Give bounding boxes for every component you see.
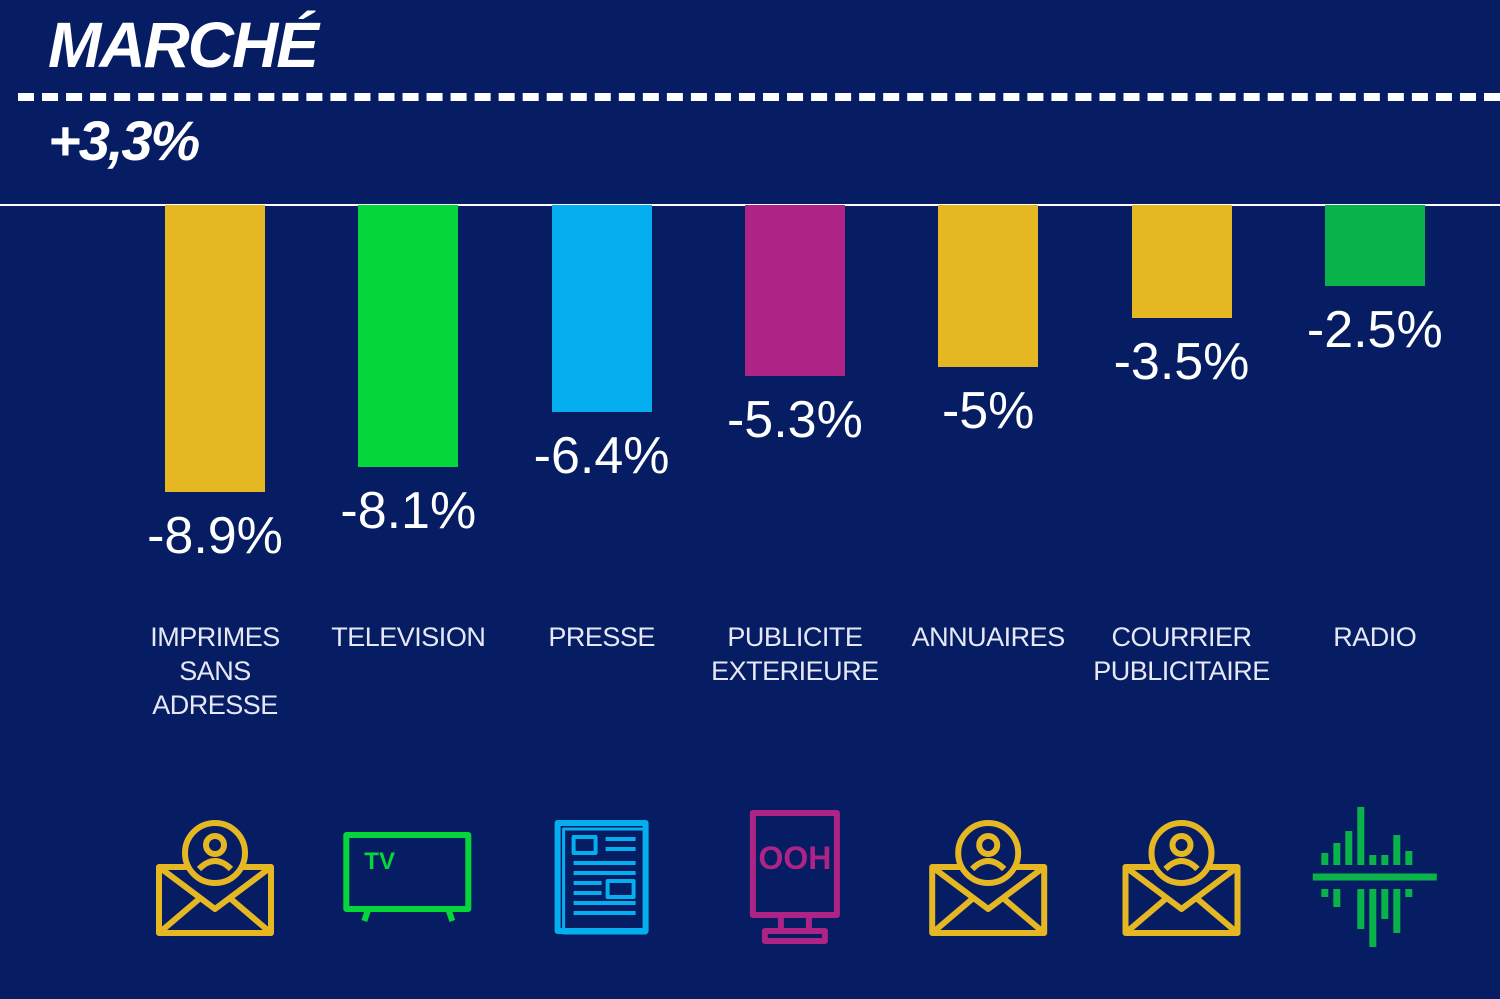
value-label: -8.9% <box>147 507 283 566</box>
icon <box>929 820 1048 936</box>
icon-part <box>749 810 840 918</box>
bar <box>744 205 845 377</box>
icon-part <box>761 915 828 944</box>
category-label: COURRIER PUBLICITAIRE <box>1093 622 1270 686</box>
category-label: PRESSE <box>548 622 655 652</box>
icon-part <box>1169 833 1194 857</box>
icon: OOH <box>749 810 840 944</box>
icon-part <box>196 858 234 872</box>
icon-part <box>573 837 636 915</box>
category-label: TELEVISION <box>331 622 486 652</box>
chart-subtitle: +3,3% <box>48 109 200 172</box>
bar <box>1131 205 1232 319</box>
icon-part <box>970 858 1007 872</box>
icon-part <box>343 832 472 912</box>
category-label: RADIO <box>1333 622 1417 652</box>
bar <box>358 205 459 467</box>
icon <box>1312 807 1437 947</box>
icon-label: TV <box>364 848 395 875</box>
icon <box>156 820 274 936</box>
bar <box>165 205 265 493</box>
icon-label: OOH <box>758 840 831 876</box>
divider <box>18 93 1500 101</box>
icon-part <box>361 908 456 922</box>
icon: TV <box>343 832 472 922</box>
value-label: -8.1% <box>340 481 477 540</box>
bar <box>938 205 1039 367</box>
icon-part <box>929 864 1048 936</box>
chart-title: MARCHÉ <box>48 9 319 81</box>
icon-part <box>1122 864 1241 936</box>
category-label: IMPRIMES SANS ADRESSE <box>150 622 280 720</box>
value-label: -3.5% <box>1113 333 1250 392</box>
category-label: PUBLICITE EXTERIEURE <box>711 622 879 686</box>
icon-part <box>156 864 274 936</box>
value-label: -5% <box>941 381 1035 440</box>
icon-part <box>203 833 227 857</box>
icon <box>1122 820 1241 936</box>
bar <box>1324 205 1425 286</box>
bar <box>551 205 652 412</box>
icon-part <box>571 835 598 855</box>
value-label: -5.3% <box>726 391 863 450</box>
icon-part <box>1163 858 1200 872</box>
value-label: -6.4% <box>533 426 670 485</box>
icon-part <box>605 879 636 899</box>
value-label: -2.5% <box>1306 300 1443 359</box>
icon-part <box>562 827 648 935</box>
category-label: ANNUAIRES <box>911 622 1066 652</box>
icon <box>554 820 649 935</box>
icon-part <box>976 833 1001 857</box>
